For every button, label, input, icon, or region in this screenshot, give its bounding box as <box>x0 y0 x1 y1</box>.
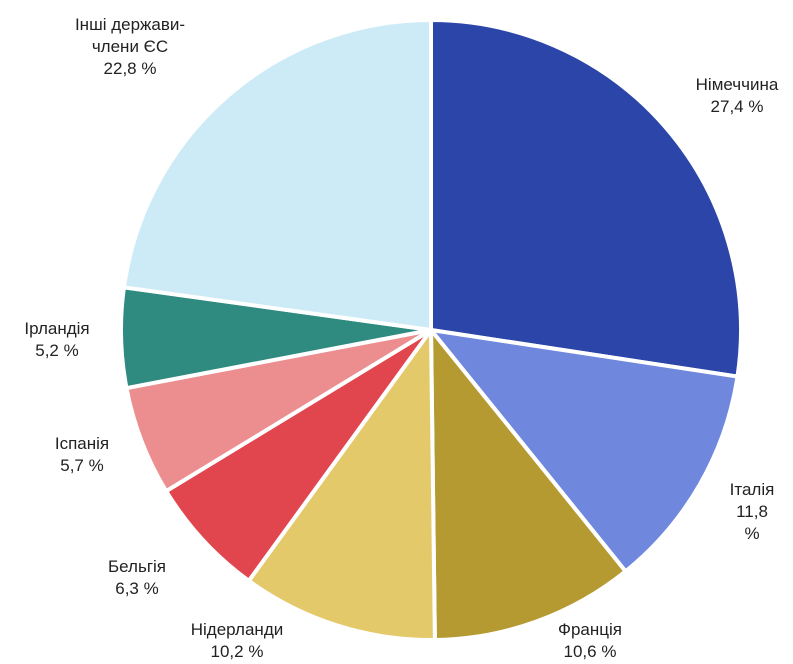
value-label: 22,8 % <box>75 58 185 80</box>
value-label: 10,2 % <box>191 641 283 663</box>
chart: Німеччина27,4 % Італія11,8 % Франція10,6 %… <box>0 0 793 664</box>
category-label: Іспанія <box>55 433 109 455</box>
category-label: Бельгія <box>108 556 166 578</box>
value-label: 6,3 % <box>108 578 166 600</box>
value-label: 10,6 % <box>558 641 622 663</box>
category-label: Німеччина <box>696 74 779 96</box>
value-label: 5,7 % <box>55 455 109 477</box>
value-label: 27,4 % <box>696 96 779 118</box>
category-label: Нідерланди <box>191 619 283 641</box>
category-label: Італія <box>730 479 775 501</box>
category-label: Франція <box>558 619 622 641</box>
value-label: 11,8 % <box>730 501 775 545</box>
value-label: 5,2 % <box>24 340 89 362</box>
pie-slice <box>431 20 741 377</box>
category-label: Інші держави- члени ЄС <box>75 14 185 58</box>
category-label: Ірландія <box>24 318 89 340</box>
